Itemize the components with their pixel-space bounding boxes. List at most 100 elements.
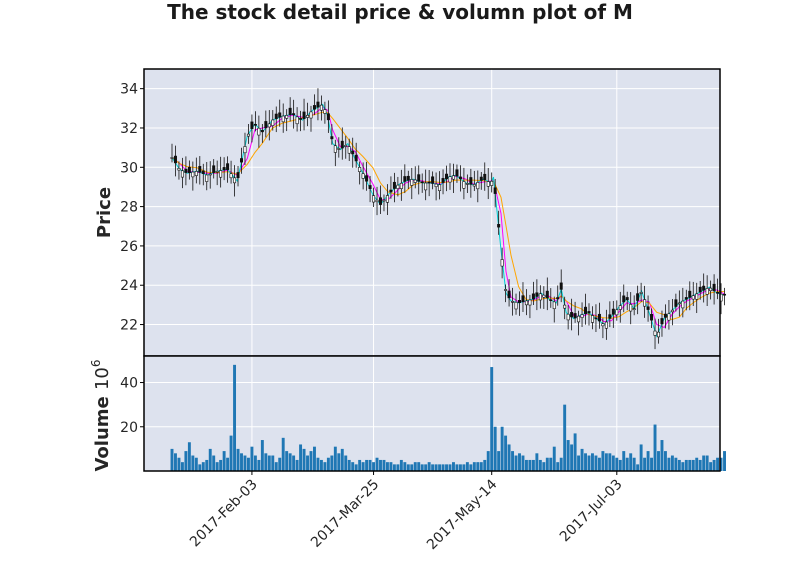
candle-body [570, 312, 574, 318]
candlestick [278, 99, 282, 127]
volume-bar [618, 459, 622, 471]
candlestick [517, 291, 521, 316]
candlestick [500, 247, 504, 279]
volume-bar [493, 426, 497, 471]
volume-bar [198, 464, 202, 471]
candle-body [302, 111, 306, 119]
volume-exponent-power: 6 [89, 359, 103, 367]
volume-bar [653, 424, 657, 471]
candlestick [378, 185, 382, 215]
candle-body [326, 113, 330, 121]
candlestick [570, 298, 574, 331]
candlestick [212, 159, 216, 179]
candlestick [403, 164, 407, 194]
candlestick [511, 287, 515, 316]
candlestick [709, 280, 713, 300]
volume-bar [465, 462, 469, 471]
volume-bar [358, 459, 362, 471]
candlestick [316, 88, 320, 121]
volume-bar [187, 442, 191, 471]
candlestick [438, 171, 442, 200]
candlestick [611, 300, 615, 328]
candle-body [445, 173, 449, 180]
candle-body [504, 289, 508, 291]
volume-bar [504, 435, 508, 471]
candlestick [375, 186, 379, 216]
candlestick [514, 293, 518, 315]
volume-bar [333, 446, 337, 471]
volume-bar [260, 440, 264, 471]
candlestick [288, 97, 292, 122]
candlestick [326, 100, 330, 133]
candle-body [667, 313, 671, 321]
volume-bar [344, 455, 348, 471]
candle-body [542, 294, 546, 298]
price-tick-label: 26 [120, 239, 138, 255]
candle-body [413, 179, 417, 183]
volume-bar [591, 453, 594, 471]
x-tick-label: 2017-Feb-03 [187, 477, 261, 551]
candlestick [372, 187, 376, 208]
candle-body [465, 183, 469, 185]
candlestick [462, 167, 466, 200]
candle-body [584, 306, 588, 314]
candle-body [215, 170, 219, 173]
candle-body [594, 317, 598, 320]
candle-body [677, 302, 681, 305]
volume-bar [570, 444, 574, 471]
volume-bar [326, 457, 330, 471]
candle-body [563, 304, 567, 309]
candle-body [716, 292, 720, 294]
volume-bar [559, 457, 563, 471]
volume-panel: 20 40 Volume 106 [89, 355, 726, 472]
volume-bar [514, 455, 518, 471]
candlestick [691, 281, 695, 306]
candle-body [361, 173, 365, 179]
volume-bar [253, 455, 257, 471]
volume-bar [698, 459, 702, 471]
candle-body [385, 195, 389, 203]
candle-body [212, 165, 216, 173]
candle-body [399, 182, 403, 189]
candlestick [573, 301, 577, 323]
candle-body [622, 295, 626, 303]
candlestick [545, 277, 549, 311]
candlestick [656, 318, 660, 344]
volume-bar [424, 464, 428, 471]
candle-body [448, 176, 452, 183]
candlestick [306, 102, 310, 127]
volume-tick-label: 40 [120, 376, 138, 392]
candlestick [636, 285, 640, 315]
volume-bar [170, 448, 174, 471]
candle-body [629, 304, 633, 312]
volume-bar [177, 457, 181, 471]
volume-bar [361, 462, 365, 471]
volume-bar [580, 448, 584, 471]
candle-body [670, 309, 674, 313]
candle-body [462, 181, 466, 189]
candle-body [177, 168, 181, 171]
volume-bar [431, 464, 435, 471]
volume-bar [174, 453, 177, 471]
candlestick [236, 165, 240, 187]
volume-bar [264, 453, 268, 471]
volume-bar [292, 455, 296, 471]
candle-body [257, 127, 261, 136]
volume-bar [705, 455, 709, 471]
volume-bar [306, 455, 309, 471]
volume-bar [566, 440, 570, 471]
candlestick [705, 275, 709, 306]
candle-body [323, 109, 327, 114]
volume-bar [531, 459, 535, 471]
candle-body [368, 185, 372, 189]
volume-bar [330, 455, 334, 471]
volume-bar [396, 464, 400, 471]
volume-bar [354, 464, 358, 471]
candlestick [552, 296, 556, 323]
candle-body [365, 175, 369, 182]
candle-body [597, 313, 601, 322]
candle-body [340, 140, 344, 149]
volume-bar [389, 462, 393, 471]
candle-body [219, 170, 223, 178]
candlestick [490, 172, 494, 193]
